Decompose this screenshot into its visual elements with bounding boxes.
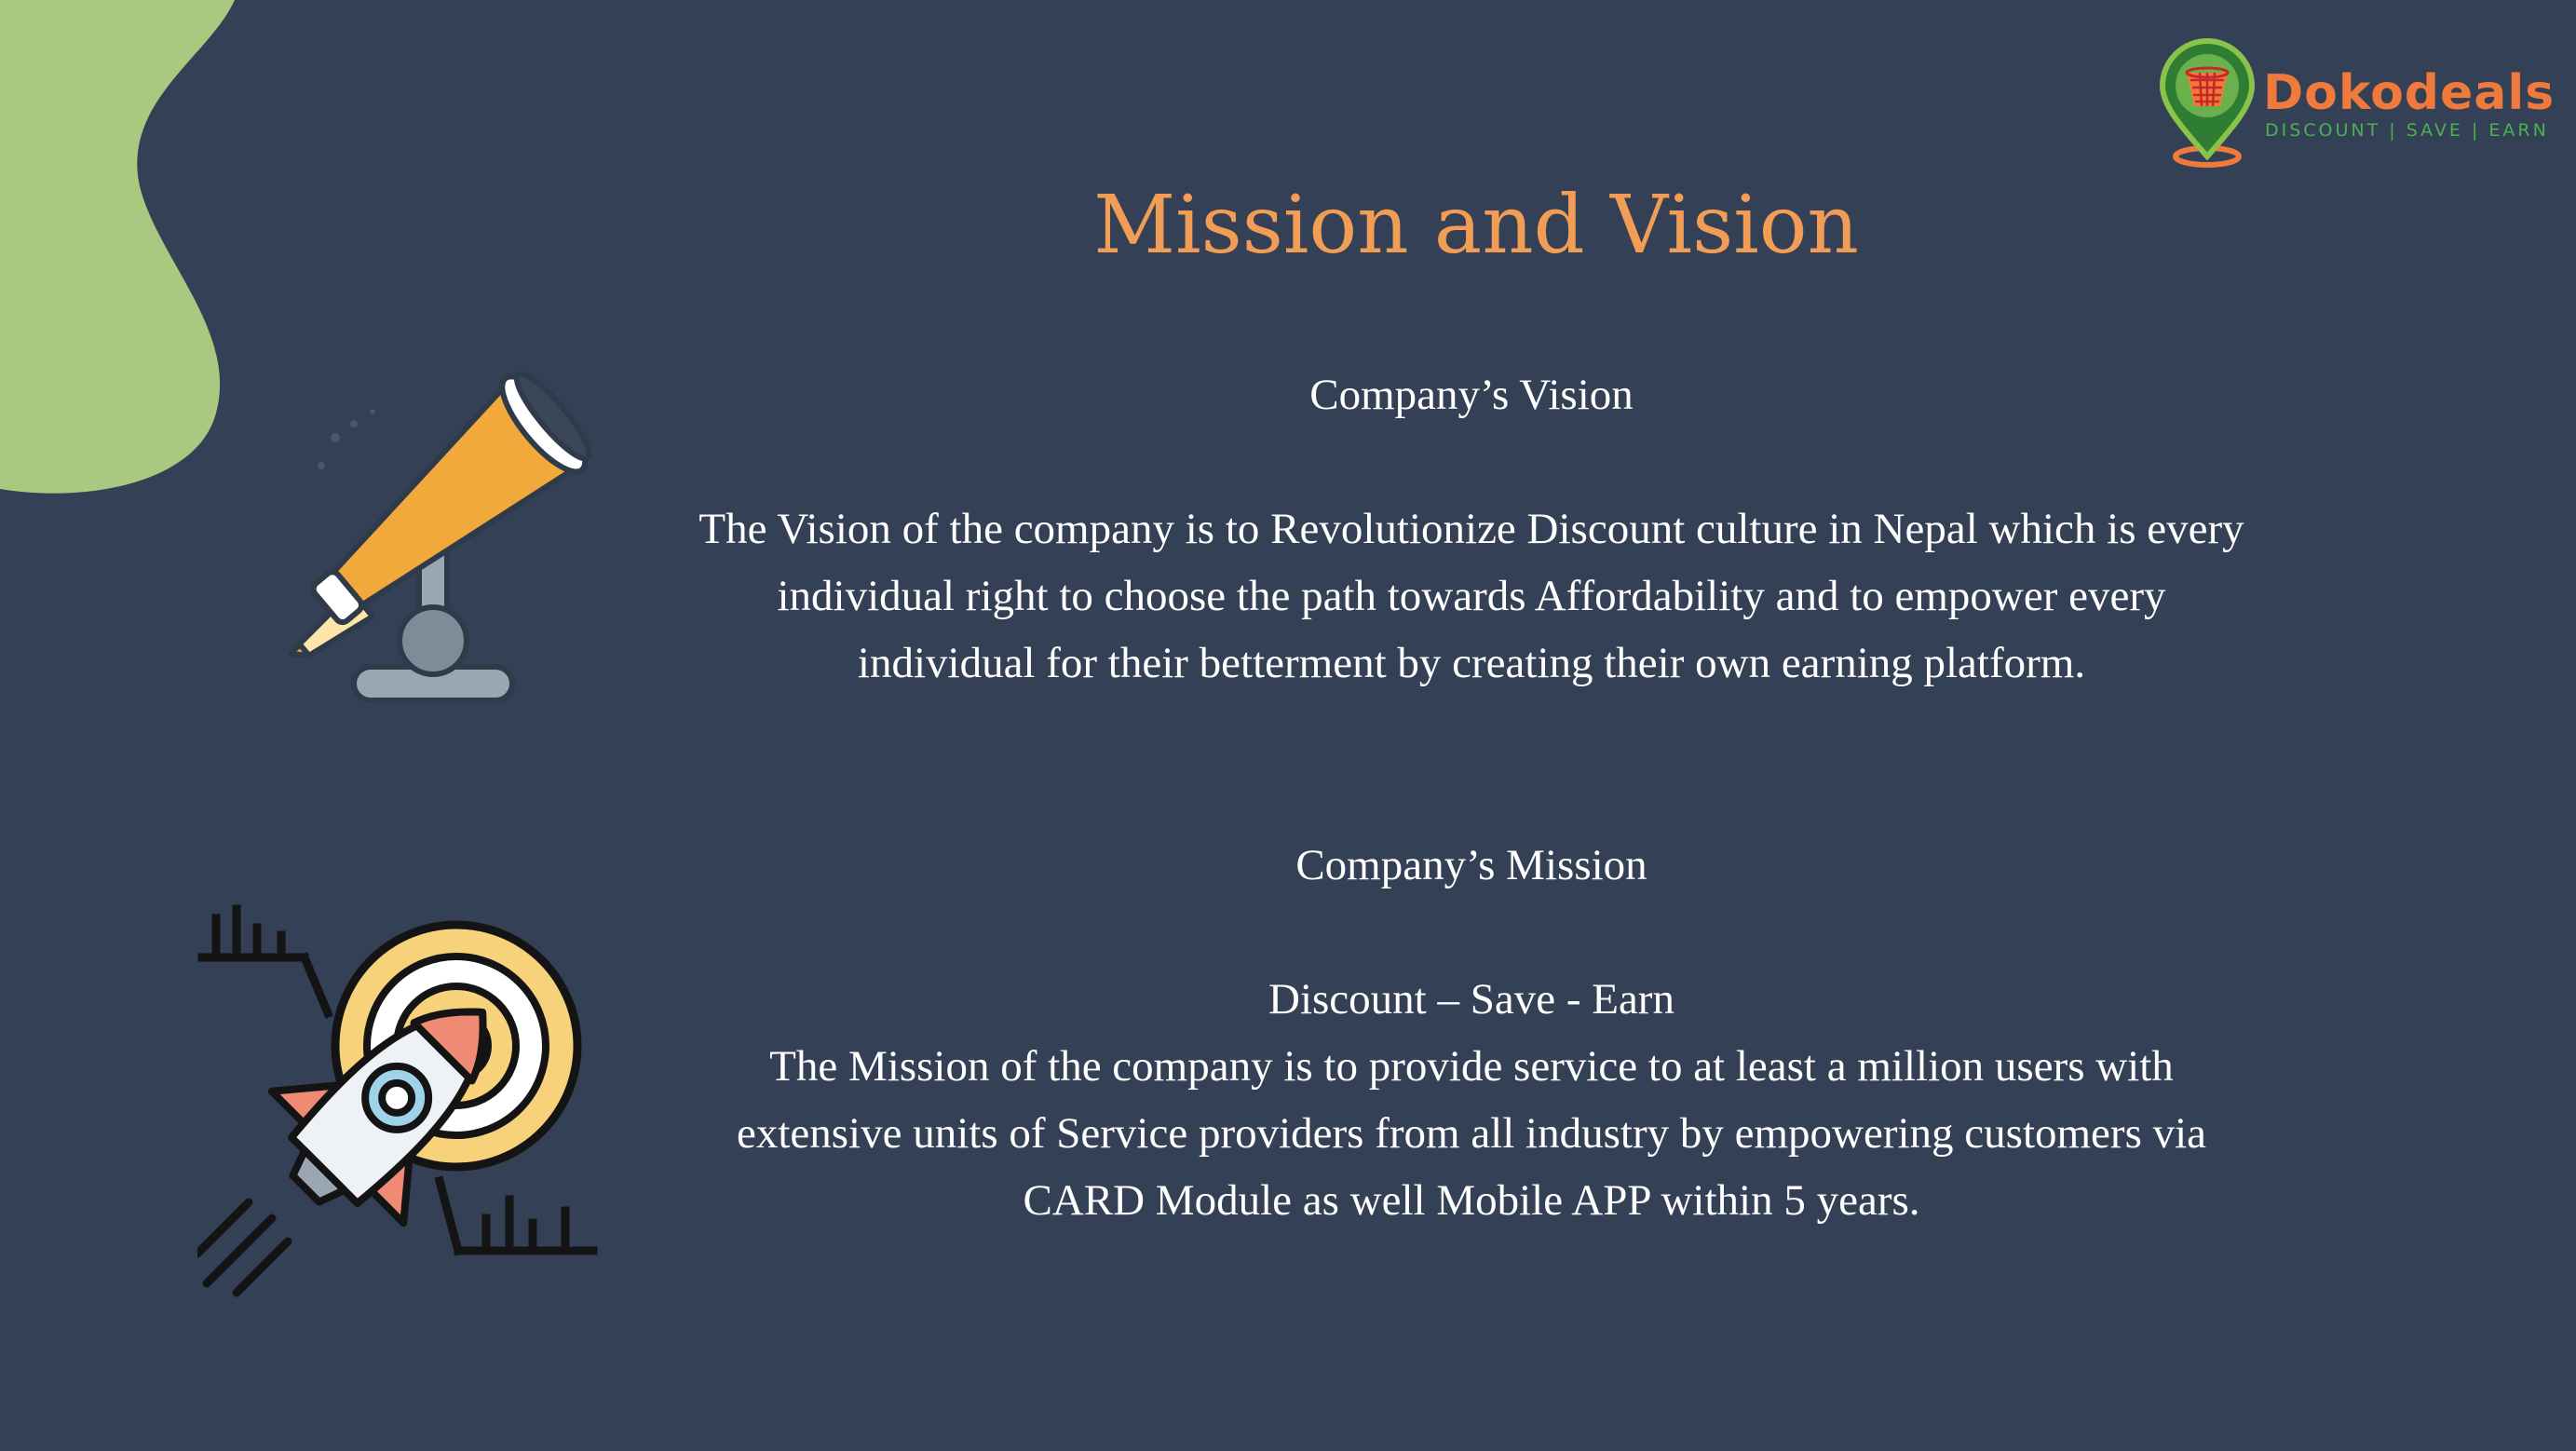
logo-tagline: DISCOUNT | SAVE | EARN [2265, 120, 2549, 141]
company-logo: Dokodeals DISCOUNT | SAVE | EARN [2151, 37, 2561, 177]
mission-line-2: extensive units of Service providers fro… [736, 1109, 2207, 1158]
page-title: Mission and Vision [1093, 179, 1859, 272]
location-pin-logo-icon [2159, 38, 2256, 168]
mission-line-1: The Mission of the company is to provide… [769, 1042, 2174, 1091]
rocket-target-icon [197, 904, 598, 1297]
spacer [596, 899, 2347, 966]
mission-heading: Company’s Mission [1295, 841, 1647, 889]
telescope-icon [288, 371, 592, 703]
vision-line-1: The Vision of the company is to Revoluti… [698, 505, 2244, 553]
mission-subheading: Discount – Save - Earn [1268, 975, 1674, 1024]
mission-line-3: CARD Module as well Mobile APP within 5 … [1023, 1176, 1920, 1225]
mission-section: Company’s Mission Discount – Save - Earn… [596, 832, 2347, 1234]
vision-line-3: individual for their betterment by creat… [857, 639, 2086, 687]
vision-section: Company’s Vision The Vision of the compa… [596, 361, 2347, 697]
vision-heading: Company’s Vision [1309, 371, 1634, 419]
decorative-blob [0, 0, 235, 494]
vision-line-2: individual right to choose the path towa… [777, 572, 2166, 620]
spacer [596, 428, 2347, 495]
logo-wordmark: Dokodeals [2263, 65, 2556, 121]
